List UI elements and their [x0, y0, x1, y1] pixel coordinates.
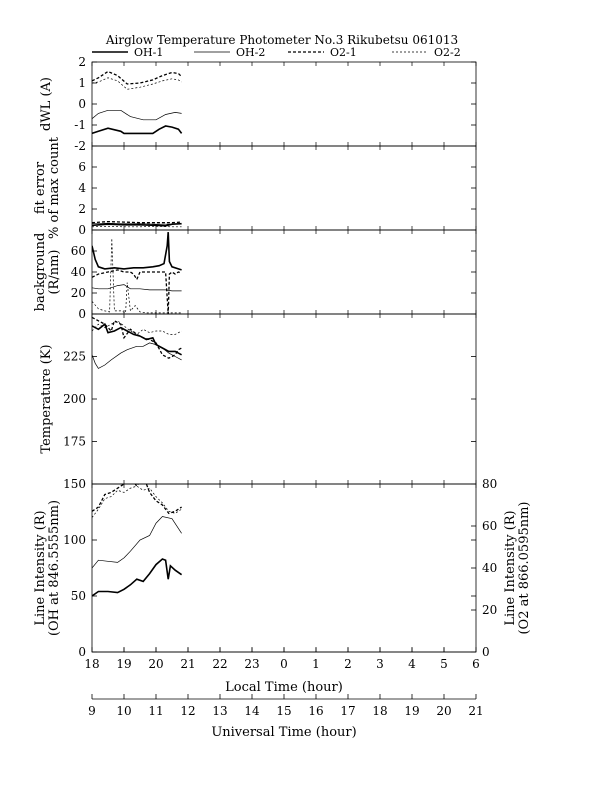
y-axis-label-fit: % of max count: [47, 136, 62, 239]
universal-time-tick-label: 11: [148, 704, 163, 718]
universal-time-axis-label: Universal Time (hour): [211, 725, 356, 740]
y-tick-label-background: 60: [71, 244, 86, 258]
universal-time-tick-label: 16: [308, 704, 323, 718]
y-tick-label-fit: 2: [78, 202, 86, 216]
y-right-axis-label: (O2 at 866.0595nm): [517, 501, 532, 634]
series-line-dwl-o2-2: [92, 77, 182, 90]
y-tick-label-temperature: 225: [63, 350, 86, 364]
local-time-tick-label: 22: [212, 657, 227, 671]
y-tick-label-fit: 6: [78, 160, 86, 174]
y-right-axis-label: Line Intensity (R): [503, 510, 518, 625]
series-line-background-oh-1: [92, 232, 182, 271]
panel-fit: 0 2 4 6 fit error% of max count: [33, 136, 477, 239]
y-right-tick-label: 0: [482, 645, 490, 659]
local-time-tick-label: 2: [344, 657, 352, 671]
universal-time-tick-label: 18: [372, 704, 387, 718]
y-right-tick-label: 40: [482, 561, 497, 575]
panel-dwl: -2 -1 0 1 2 dWL (A): [39, 55, 477, 153]
y-tick-label-dwl: 2: [78, 55, 86, 69]
series-line-fit-oh-2: [92, 222, 182, 225]
panel-frame-fit: [91, 145, 477, 231]
y-axis-label-intensity: (OH at 846.5555nm): [47, 500, 62, 636]
chart-panels: -2 -1 0 1 2 dWL (A) 0 2 4 6 fit error% of max coun…: [33, 55, 532, 659]
y-tick-label-intensity: 150: [63, 477, 86, 491]
legend-label-o2-2: O2-2: [434, 46, 461, 59]
y-axis-label-background: background: [33, 233, 48, 312]
local-time-tick-label: 20: [148, 657, 163, 671]
panel-background: 0 20 40 60 background (R/nm): [33, 229, 477, 321]
universal-time-tick-label: 21: [468, 704, 483, 718]
y-tick-label-background: 40: [71, 265, 86, 279]
universal-time-tick-label: 12: [180, 704, 195, 718]
universal-time-tick-label: 20: [436, 704, 451, 718]
series-line-intensity-oh-2: [92, 516, 182, 569]
legend-label-o2-1: O2-1: [330, 46, 357, 59]
universal-time-tick-label: 13: [212, 704, 227, 718]
legend-label-oh-1: OH-1: [134, 46, 163, 59]
local-time-tick-label: 4: [408, 657, 416, 671]
y-tick-label-background: 0: [78, 307, 86, 321]
universal-time-tick-label: 19: [404, 704, 419, 718]
series-line-intensity-o2-1: [92, 484, 182, 515]
local-time-tick-label: 23: [244, 657, 259, 671]
series-line-dwl-oh-1: [92, 125, 183, 135]
y-axis-label-fit: fit error: [33, 161, 48, 214]
series-line-background-oh-2: [92, 284, 182, 292]
y-tick-label-intensity: 0: [78, 645, 86, 659]
series-line-intensity-o2-2: [92, 485, 182, 518]
y-tick-label-temperature: 200: [63, 392, 86, 406]
universal-time-tick-label: 15: [276, 704, 291, 718]
local-time-tick-label: 6: [472, 657, 480, 671]
chart-title: Airglow Temperature Photometer No.3 Riku…: [105, 33, 458, 47]
y-tick-label-intensity: 50: [71, 589, 86, 603]
local-time-tick-label: 3: [376, 657, 384, 671]
y-tick-label-background: 20: [71, 286, 86, 300]
panel-frame-temperature: [91, 313, 477, 485]
local-time-tick-label: 1: [312, 657, 320, 671]
series-line-intensity-oh-1: [92, 558, 183, 597]
local-time-tick-label: 21: [180, 657, 195, 671]
legend: OH-1 OH-2 O2-1 O2-2: [92, 46, 461, 59]
universal-time-tick-label: 17: [340, 704, 355, 718]
series-line-temperature-oh-2: [92, 342, 182, 369]
series-line-temperature-o2-1: [92, 316, 182, 359]
universal-time-tick-label: 14: [244, 704, 260, 718]
series-line-dwl-oh-2: [92, 109, 182, 121]
panel-frame-intensity: [91, 483, 477, 653]
universal-time-tick-label: 10: [116, 704, 131, 718]
y-axis-label-temperature: Temperature (K): [39, 344, 54, 453]
series-line-fit-o2-2: [92, 225, 182, 228]
series-line-fit-o2-1: [92, 220, 182, 224]
y-tick-label-dwl: -2: [74, 139, 86, 153]
local-time-tick-label: 19: [116, 657, 131, 671]
series-line-temperature-oh-1: [92, 322, 182, 356]
local-time-tick-label: 5: [440, 657, 448, 671]
y-right-tick-label: 80: [482, 477, 497, 491]
local-time-axis-label: Local Time (hour): [225, 680, 343, 695]
universal-time-tick-label: 9: [88, 704, 96, 718]
y-right-tick-label: 60: [482, 519, 497, 533]
y-axis-label-dwl: dWL (A): [39, 77, 54, 131]
series-line-temperature-o2-2: [92, 320, 182, 335]
y-tick-label-dwl: 0: [78, 97, 86, 111]
y-tick-label-intensity: 100: [63, 533, 86, 547]
y-axis-label-intensity: Line Intensity (R): [33, 510, 48, 625]
series-line-dwl-o2-1: [92, 70, 183, 85]
y-tick-label-dwl: -1: [74, 118, 86, 132]
local-time-tick-label: 18: [84, 657, 99, 671]
local-time-tick-label: 0: [280, 657, 288, 671]
y-tick-label-fit: 4: [78, 181, 86, 195]
series-line-background-o2-1: [92, 269, 182, 314]
panel-temperature: 175 200 225 Temperature (K): [39, 313, 477, 485]
y-axis-label-background: (R/nm): [47, 249, 62, 294]
y-tick-label-dwl: 1: [78, 76, 86, 90]
y-right-tick-label: 20: [482, 603, 497, 617]
y-tick-label-fit: 0: [78, 223, 86, 237]
y-tick-label-temperature: 175: [63, 435, 86, 449]
series-line-background-o2-2: [92, 238, 182, 314]
legend-label-oh-2: OH-2: [236, 46, 265, 59]
